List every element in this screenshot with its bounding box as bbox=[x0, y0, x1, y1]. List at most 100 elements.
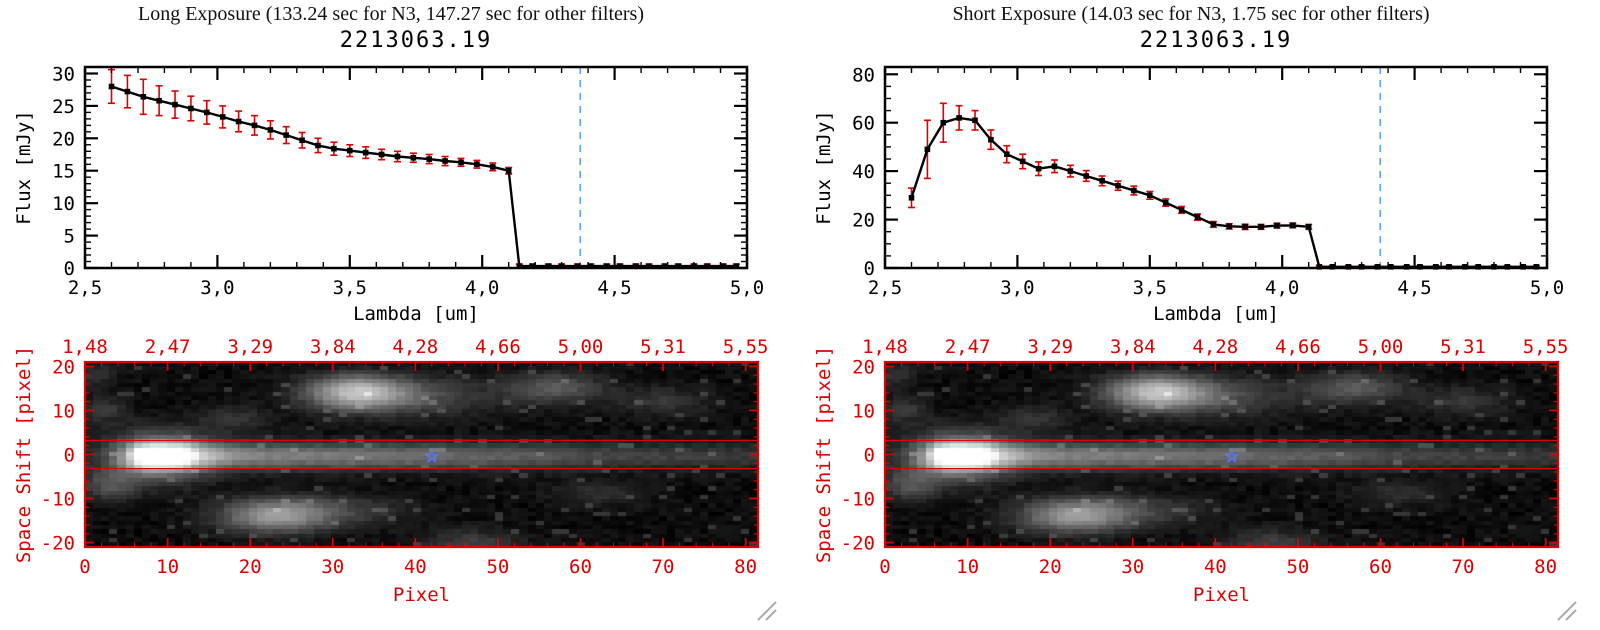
tick-label: 2,5 bbox=[868, 277, 902, 299]
tick-label: 70 bbox=[652, 556, 675, 578]
wavelength-top-label: 5,31 bbox=[640, 336, 686, 358]
tick-label: 0 bbox=[879, 556, 890, 578]
wavelength-top-label: 4,66 bbox=[475, 336, 521, 358]
x-axis-title: Lambda [um] bbox=[1153, 303, 1279, 325]
image-axis-labels: 0 10 20 30 40 50 60 70 80 1,48 2,47 3,29 3,84 4,28 4,6… bbox=[813, 336, 1568, 606]
tick-label: 3,0 bbox=[1000, 277, 1034, 299]
long-exposure-title: Long Exposure (133.24 sec for N3, 147.27… bbox=[138, 3, 644, 25]
image-axis-labels: 0 10 20 30 40 50 60 70 80 1,48 2,47 3,29 3,84 4,28 4,6… bbox=[13, 336, 768, 606]
tick-label: 5,0 bbox=[1530, 277, 1564, 299]
resize-grip-icon[interactable] bbox=[1550, 596, 1580, 622]
wavelength-top-label: 4,28 bbox=[392, 336, 438, 358]
tick-label: 20 bbox=[239, 556, 262, 578]
object-id-long: 2213063.19 bbox=[339, 28, 493, 53]
tick-label: 20 bbox=[52, 128, 75, 150]
y-axis-title: Flux [mJy] bbox=[13, 110, 35, 224]
tick-label: 60 bbox=[1369, 556, 1392, 578]
error-bars bbox=[108, 68, 740, 269]
image-frame bbox=[883, 360, 1560, 549]
object-id-short: 2213063.19 bbox=[1139, 28, 1293, 53]
tick-label: 5 bbox=[64, 226, 75, 248]
error-bars bbox=[908, 102, 1540, 269]
tick-label: 0 bbox=[64, 258, 75, 280]
wavelength-top-label: 3,84 bbox=[1110, 336, 1156, 358]
tick-label: 40 bbox=[1204, 556, 1227, 578]
spectrum-long: 2,5 3,0 3,5 4,0 4,5 5,0 0 5 10 15 20 25 30 Lambda [um… bbox=[13, 64, 764, 326]
wavelength-top-label: 4,28 bbox=[1192, 336, 1238, 358]
pixel-axis-title: Pixel bbox=[393, 584, 450, 606]
target-star-marker bbox=[424, 448, 440, 464]
image-short: 0 10 20 30 40 50 60 70 80 1,48 2,47 3,29 3,84 4,28 4,6… bbox=[813, 336, 1568, 606]
tick-label: 15 bbox=[52, 161, 75, 183]
tick-label: 4,0 bbox=[465, 277, 499, 299]
pixel-axis-title: Pixel bbox=[1193, 584, 1250, 606]
tick-label: 0 bbox=[864, 445, 875, 467]
tick-label: 10 bbox=[852, 401, 875, 423]
tick-label: 20 bbox=[1039, 556, 1062, 578]
image-frame bbox=[83, 360, 760, 549]
tick-label: 0 bbox=[64, 445, 75, 467]
tick-label: -20 bbox=[41, 533, 75, 555]
wavelength-top-label: 3,84 bbox=[310, 336, 356, 358]
tick-label: -20 bbox=[841, 533, 875, 555]
panel-long-exposure: Long Exposure (133.24 sec for N3, 147.27… bbox=[13, 3, 780, 622]
tick-label: 30 bbox=[52, 64, 75, 86]
tick-label: 3,5 bbox=[1133, 277, 1167, 299]
wavelength-top-label: 5,00 bbox=[1358, 336, 1404, 358]
wavelength-top-label: 5,55 bbox=[1523, 336, 1569, 358]
image-ticks bbox=[884, 362, 1558, 547]
tick-label: 60 bbox=[852, 113, 875, 135]
space-shift-axis-title: Space Shift [pixel] bbox=[13, 346, 35, 563]
target-star-marker bbox=[1224, 448, 1240, 464]
wavelength-top-label: 3,29 bbox=[227, 336, 273, 358]
image-ticks bbox=[84, 362, 758, 547]
wavelength-top-label: 3,29 bbox=[1027, 336, 1073, 358]
spectrum-axis-labels: 2,5 3,0 3,5 4,0 4,5 5,0 0 20 40 60 80 Lambda [um] Fl… bbox=[813, 64, 1564, 325]
spectral-image-short bbox=[885, 362, 1558, 547]
tick-label: 80 bbox=[734, 556, 757, 578]
tick-label: 4,5 bbox=[1397, 277, 1431, 299]
tick-label: 20 bbox=[52, 356, 75, 378]
data-markers bbox=[908, 115, 1540, 270]
tick-label: 40 bbox=[404, 556, 427, 578]
spectrum-ticks bbox=[883, 67, 1549, 270]
tick-label: 2,5 bbox=[68, 277, 102, 299]
tick-label: 10 bbox=[156, 556, 179, 578]
wavelength-top-label: 1,48 bbox=[862, 336, 908, 358]
tick-label: 0 bbox=[79, 556, 90, 578]
wavelength-top-label: 5,55 bbox=[723, 336, 769, 358]
tick-label: 40 bbox=[852, 161, 875, 183]
space-shift-axis-title: Space Shift [pixel] bbox=[813, 346, 835, 563]
wavelength-top-label: 5,00 bbox=[558, 336, 604, 358]
tick-label: 60 bbox=[569, 556, 592, 578]
spectral-image-long bbox=[85, 362, 758, 547]
tick-label: 70 bbox=[1452, 556, 1475, 578]
tick-label: 3,0 bbox=[200, 277, 234, 299]
spectrum-short: 2,5 3,0 3,5 4,0 4,5 5,0 0 20 40 60 80 Lambda [um] Fl… bbox=[813, 64, 1564, 325]
tick-label: 5,0 bbox=[730, 277, 764, 299]
resize-grip-icon[interactable] bbox=[750, 596, 780, 622]
spectrum-line bbox=[910, 116, 1537, 268]
spectrum-frame bbox=[83, 65, 749, 270]
tick-label: 20 bbox=[852, 356, 875, 378]
tick-label: 30 bbox=[1121, 556, 1144, 578]
tick-label: 25 bbox=[52, 96, 75, 118]
panel-short-exposure: Short Exposure (14.03 sec for N3, 1.75 s… bbox=[800, 0, 1600, 630]
spectrum-ticks bbox=[83, 66, 749, 270]
tick-label: -10 bbox=[41, 489, 75, 511]
wavelength-top-label: 5,31 bbox=[1440, 336, 1486, 358]
tick-label: 80 bbox=[852, 64, 875, 86]
tick-label: 30 bbox=[321, 556, 344, 578]
tick-label: 4,0 bbox=[1265, 277, 1299, 299]
tick-label: 80 bbox=[1534, 556, 1557, 578]
wavelength-top-label: 1,48 bbox=[62, 336, 108, 358]
tick-label: 0 bbox=[864, 258, 875, 280]
tick-label: 20 bbox=[852, 210, 875, 232]
tick-label: 10 bbox=[52, 193, 75, 215]
wavelength-top-label: 2,47 bbox=[945, 336, 991, 358]
tick-label: 50 bbox=[486, 556, 509, 578]
tick-label: 50 bbox=[1286, 556, 1309, 578]
